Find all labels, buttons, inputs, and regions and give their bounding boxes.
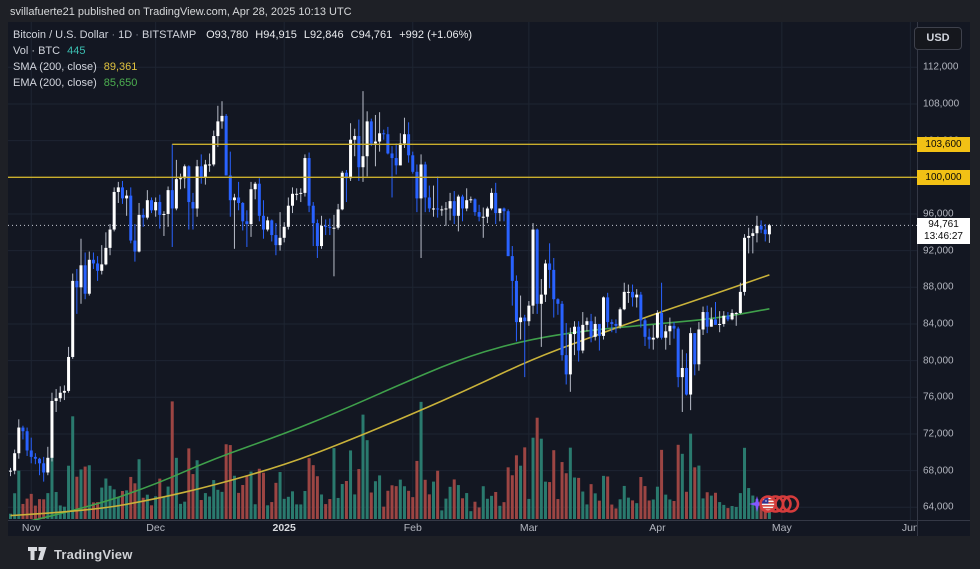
sparkle-icon [749, 496, 765, 512]
sma-line [10, 274, 770, 517]
sma-value: 89,361 [103, 61, 138, 73]
time-axis[interactable]: Nov Dec 2025 Feb Mar Apr May Jun [8, 521, 917, 536]
price-tick-label: 80,000 [923, 355, 954, 367]
time-tick-label: Apr [649, 522, 666, 534]
currency-unit-button[interactable]: USD [914, 27, 962, 50]
price-level-badge: 100,000 [917, 169, 970, 185]
price-tick-label: 76,000 [923, 391, 954, 403]
legend-sma-row[interactable]: SMA (200, close) 89,361 [13, 61, 138, 73]
time-tick-label: 2025 [272, 522, 296, 534]
ema-line [30, 308, 770, 520]
price-tick-label: 96,000 [923, 208, 954, 220]
volume-bars [9, 401, 771, 519]
price-tick-label: 84,000 [923, 318, 954, 330]
time-axis-border [8, 520, 970, 521]
time-tick-label: Dec [146, 522, 165, 534]
legend-symbol-row[interactable]: Bitcoin / U.S. Dollar · 1D · BITSTAMP O9… [13, 29, 473, 41]
legend-volume-row[interactable]: Vol · BTC 445 [13, 45, 86, 57]
legend-interval: 1D [118, 29, 133, 41]
price-level-badge: 103,600 [917, 136, 970, 152]
time-tick-label: Nov [21, 522, 41, 534]
price-tick-label: 64,000 [923, 501, 954, 513]
price-tick-label: 112,000 [923, 61, 959, 73]
time-tick-label: Mar [519, 522, 538, 534]
last-price-badge: 94,761 13:46:27 [917, 218, 970, 245]
last-price-value: 94,761 [928, 219, 959, 231]
attribution-text: svillafuerte21 published on TradingView.… [10, 6, 352, 18]
tradingview-logo-icon [28, 547, 47, 560]
price-tick-label: 88,000 [923, 281, 954, 293]
economic-event-markers[interactable] [749, 493, 803, 520]
volume-value: 445 [67, 45, 86, 57]
us-flag-icon [759, 495, 777, 513]
price-tick-label: 92,000 [923, 245, 954, 257]
tradingview-branding[interactable]: TradingView [28, 546, 133, 562]
ema-value: 85,650 [103, 77, 138, 89]
tradingview-wordmark: TradingView [54, 546, 133, 562]
candles-layer [9, 91, 771, 482]
legend-exchange: BITSTAMP [142, 29, 197, 41]
price-tick-label: 72,000 [923, 428, 954, 440]
legend-ohlc: O93,780 H94,915 L92,846 C94,761 +992 (+1.06%… [206, 29, 473, 41]
legend-ema-row[interactable]: EMA (200, close) 85,650 [13, 77, 138, 89]
time-tick-label: Feb [403, 522, 422, 534]
bar-countdown: 13:46:27 [924, 231, 963, 243]
grid-lines [8, 22, 917, 520]
time-tick-label: Jun [901, 522, 917, 534]
price-axis[interactable]: 112,000108,000104,000100,00096,00092,000… [917, 22, 970, 520]
chart-pane-background [8, 22, 970, 536]
price-tick-label: 68,000 [923, 465, 954, 477]
time-tick-label: May [771, 522, 792, 534]
price-tick-label: 108,000 [923, 98, 960, 110]
legend-symbol: Bitcoin / U.S. Dollar [13, 29, 109, 41]
price-axis-border [917, 22, 918, 536]
